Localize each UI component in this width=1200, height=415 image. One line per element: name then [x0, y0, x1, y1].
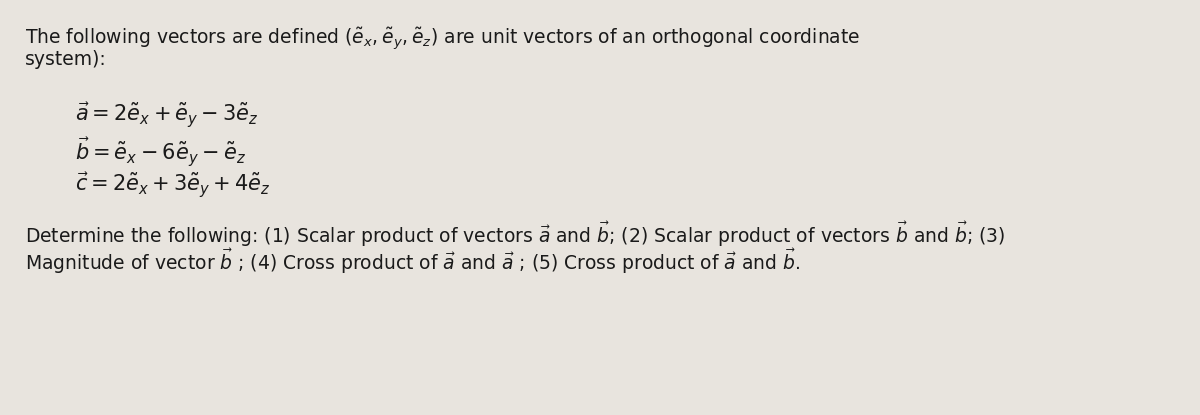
Text: Determine the following: (1) Scalar product of vectors $\vec{a}$ and $\vec{b}$; : Determine the following: (1) Scalar prod…: [25, 220, 1006, 249]
Text: $\vec{b} = \tilde{e}_x - 6\tilde{e}_y - \tilde{e}_z$: $\vec{b} = \tilde{e}_x - 6\tilde{e}_y - …: [74, 135, 246, 168]
Text: The following vectors are defined ($\tilde{e}_x, \tilde{e}_y, \tilde{e}_z$) are : The following vectors are defined ($\til…: [25, 25, 860, 51]
Text: system):: system):: [25, 50, 107, 69]
Text: $\vec{c} = 2\tilde{e}_x + 3\tilde{e}_y + 4\tilde{e}_z$: $\vec{c} = 2\tilde{e}_x + 3\tilde{e}_y +…: [74, 170, 271, 200]
Text: Magnitude of vector $\vec{b}$ ; (4) Cross product of $\vec{a}$ and $\vec{a}$ ; (: Magnitude of vector $\vec{b}$ ; (4) Cros…: [25, 247, 800, 276]
Text: $\vec{a} = 2\tilde{e}_x + \tilde{e}_y - 3\tilde{e}_z$: $\vec{a} = 2\tilde{e}_x + \tilde{e}_y - …: [74, 100, 259, 129]
